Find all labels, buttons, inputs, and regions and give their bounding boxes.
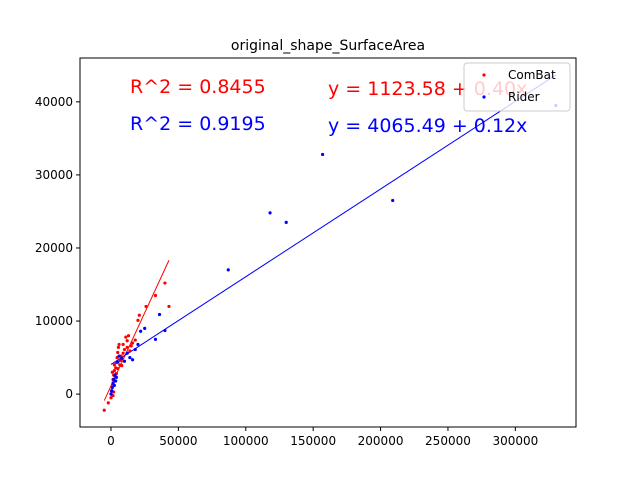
data-point-rider <box>391 198 395 203</box>
data-point-rider <box>136 342 140 347</box>
data-point-combat <box>120 364 124 368</box>
data-point-combat <box>112 363 116 367</box>
data-point-combat <box>125 339 129 343</box>
data-point-combat <box>130 341 135 345</box>
data-point-rider <box>139 329 143 333</box>
data-point-rider <box>117 354 121 358</box>
r2-combat-label: R^2 = 0.8455 <box>130 76 266 98</box>
x-tick-label: 150000 <box>290 434 336 448</box>
data-point-combat <box>125 345 129 349</box>
data-point-rider <box>321 152 325 157</box>
legend-label-combat: ComBat <box>508 68 556 82</box>
data-point-rider <box>110 385 114 390</box>
data-point-rider <box>157 312 162 317</box>
data-point-combat <box>106 401 110 405</box>
data-point-combat <box>110 370 114 374</box>
x-tick-label: 200000 <box>358 434 404 448</box>
x-tick-label: 300000 <box>492 434 538 448</box>
data-point-rider <box>163 328 167 333</box>
data-point-combat <box>136 318 140 322</box>
data-point-combat <box>122 347 127 352</box>
x-tick-label: 100000 <box>223 434 269 448</box>
data-point-rider <box>153 337 158 341</box>
data-point-rider <box>284 220 288 225</box>
plot-background <box>80 58 576 427</box>
data-point-rider <box>143 326 147 330</box>
plot-frame <box>79 57 577 428</box>
equation-rider-label: y = 4065.49 + 0.12x <box>328 115 527 137</box>
x-axis-ticks: 0 50000 100000 150000 200000 250000 300000 <box>107 427 538 448</box>
data-point-rider <box>226 268 230 272</box>
data-point-rider <box>130 358 135 362</box>
data-point-combat <box>167 304 171 309</box>
y-tick-label: 30000 <box>35 168 73 182</box>
data-point-rider <box>122 359 127 363</box>
data-point-rider <box>133 347 137 352</box>
data-point-rider <box>116 360 120 364</box>
data-point-combat <box>121 351 125 355</box>
legend-marker-combat <box>482 73 486 77</box>
y-tick-label: 0 <box>65 387 73 401</box>
data-point-combat <box>144 304 148 309</box>
r2-rider-label: R^2 = 0.9195 <box>130 113 266 135</box>
data-point-combat <box>121 342 125 347</box>
data-point-combat <box>137 313 141 317</box>
data-point-rider <box>268 211 272 215</box>
data-point-rider <box>120 356 124 360</box>
data-point-combat <box>116 366 120 371</box>
data-point-combat <box>129 344 133 348</box>
x-tick-label: 250000 <box>425 434 471 448</box>
chart-title: original_shape_SurfaceArea <box>231 38 425 54</box>
y-axis-ticks: 0 10000 20000 30000 40000 <box>35 95 80 401</box>
x-tick-label: 50000 <box>159 434 197 448</box>
fit-line-rider <box>110 74 557 365</box>
legend-box <box>463 62 571 112</box>
y-tick-label: 20000 <box>35 241 73 255</box>
data-point-combat <box>102 408 106 412</box>
data-point-combat <box>128 349 132 353</box>
y-tick-label: 40000 <box>35 95 73 109</box>
data-point-rider <box>110 389 114 393</box>
data-point-combat <box>109 396 113 400</box>
data-point-rider <box>125 351 129 355</box>
data-point-combat <box>116 345 121 349</box>
data-point-combat <box>126 334 131 338</box>
data-point-combat <box>124 335 128 339</box>
data-point-rider <box>112 383 116 387</box>
legend-marker-rider <box>482 95 486 99</box>
data-point-rider <box>128 355 132 360</box>
data-point-combat <box>153 293 158 298</box>
data-point-combat <box>133 338 137 342</box>
data-point-rider <box>114 379 118 383</box>
legend: ComBat Rider <box>463 62 571 112</box>
data-point-rider <box>109 392 113 396</box>
data-point-combat <box>116 350 120 355</box>
x-tick-label: 0 <box>107 434 115 448</box>
data-point-combat <box>163 281 167 285</box>
data-point-combat <box>117 342 121 347</box>
data-points <box>102 103 558 412</box>
y-tick-label: 10000 <box>35 314 73 328</box>
data-point-rider <box>114 375 118 379</box>
legend-label-rider: Rider <box>508 90 540 104</box>
